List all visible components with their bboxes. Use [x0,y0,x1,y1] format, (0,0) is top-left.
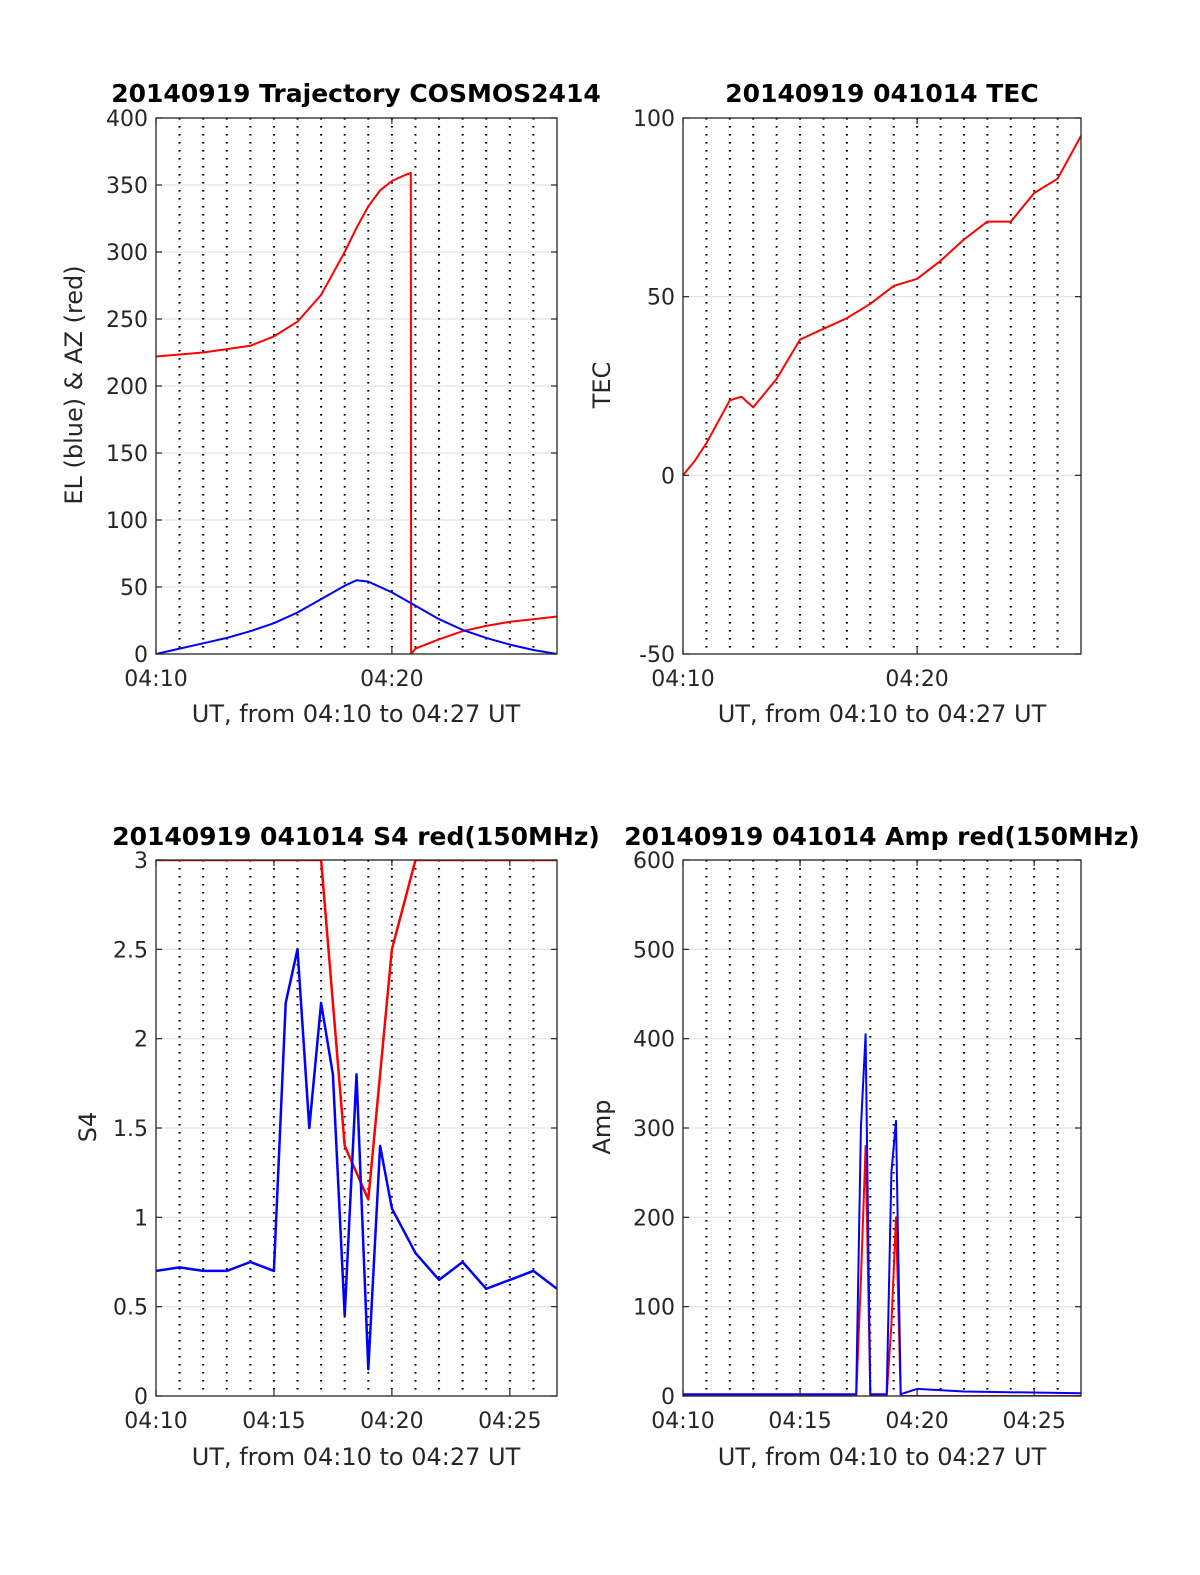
chart-title: 20140919 Trajectory COSMOS2414 [111,79,601,108]
x-tick-label: 04:20 [885,667,948,692]
y-axis-label: S4 [74,1112,102,1143]
chart-title: 20140919 041014 Amp red(150MHz) [624,822,1140,851]
y-tick-label: 200 [106,375,148,400]
y-tick-label: 0 [661,464,675,489]
panel-s4: 20140919 041014 S4 red(150MHz) 0 0.5 1 1.5 2… [74,822,600,1471]
y-tick-label: 50 [647,286,675,311]
x-axis-label: UT, from 04:10 to 04:27 UT [718,700,1047,728]
x-tick-label: 04:25 [1002,1409,1065,1434]
y-tick-label: -50 [639,643,675,668]
x-tick-label: 04:10 [651,667,714,692]
y-tick-label: 100 [106,509,148,534]
plot-area: 0 50 100 150 200 250 300 350 400 04:10 04:20 [106,107,558,692]
y-tick-label: 0 [134,1385,148,1410]
chart-title: 20140919 041014 TEC [725,79,1038,108]
y-tick-label: 400 [633,1028,675,1053]
y-tick-label: 0 [661,1385,675,1410]
y-tick-label: 200 [633,1206,675,1231]
x-axis-label: UT, from 04:10 to 04:27 UT [718,1443,1047,1471]
x-tick-label: 04:10 [124,667,187,692]
y-tick-label: 0 [134,643,148,668]
series-layer [683,135,1081,476]
series-layer [156,171,557,654]
chart-title: 20140919 041014 S4 red(150MHz) [112,822,600,851]
x-axis-label: UT, from 04:10 to 04:27 UT [192,1443,521,1471]
series-line-2 [683,1033,1081,1396]
y-axis-label: TEC [588,362,616,410]
y-tick-label: 1.5 [113,1117,148,1142]
y-tick-label: 100 [633,1296,675,1321]
plot-area: 0 0.5 1 1.5 2 2.5 3 04:10 04:15 04:20 04:25 [113,849,558,1434]
y-tick-label: 2.5 [113,938,148,963]
y-tick-label: 3 [134,849,148,874]
x-tick-label: 04:15 [768,1409,831,1434]
y-tick-label: 350 [106,174,148,199]
x-tick-label: 04:25 [478,1409,541,1434]
series-line-1 [156,171,557,654]
panel-trajectory: 20140919 Trajectory COSMOS2414 0 50 100 150… [60,79,601,728]
series-line-1 [156,860,557,1201]
y-tick-label: 100 [633,107,675,132]
plot-area: -50 0 50 100 04:10 04:20 [633,107,1082,692]
x-tick-label: 04:20 [360,667,423,692]
x-tick-label: 04:20 [885,1409,948,1434]
x-axis-label: UT, from 04:10 to 04:27 UT [192,700,521,728]
y-tick-label: 50 [120,576,148,601]
y-tick-label: 600 [633,849,675,874]
y-tick-label: 1 [134,1206,148,1231]
series-layer [683,1033,1081,1396]
series-line-1 [683,135,1081,476]
y-tick-label: 500 [633,938,675,963]
axes-box [682,117,1082,655]
y-tick-label: 400 [106,107,148,132]
y-axis-label: Amp [588,1099,616,1154]
plot-area: 0 100 200 300 400 500 600 04:10 04:15 04:20 04:25 [633,849,1082,1434]
panel-amp: 20140919 041014 Amp red(150MHz) 0 100 200 3… [588,822,1140,1471]
y-tick-label: 150 [106,442,148,467]
x-tick-label: 04:15 [242,1409,305,1434]
y-tick-label: 0.5 [113,1296,148,1321]
y-tick-label: 300 [106,241,148,266]
y-tick-label: 250 [106,308,148,333]
x-tick-label: 04:20 [360,1409,423,1434]
y-tick-label: 300 [633,1117,675,1142]
y-tick-label: 2 [134,1028,148,1053]
x-tick-label: 04:10 [651,1409,714,1434]
x-tick-label: 04:10 [124,1409,187,1434]
y-axis-label: EL (blue) & AZ (red) [60,265,88,504]
